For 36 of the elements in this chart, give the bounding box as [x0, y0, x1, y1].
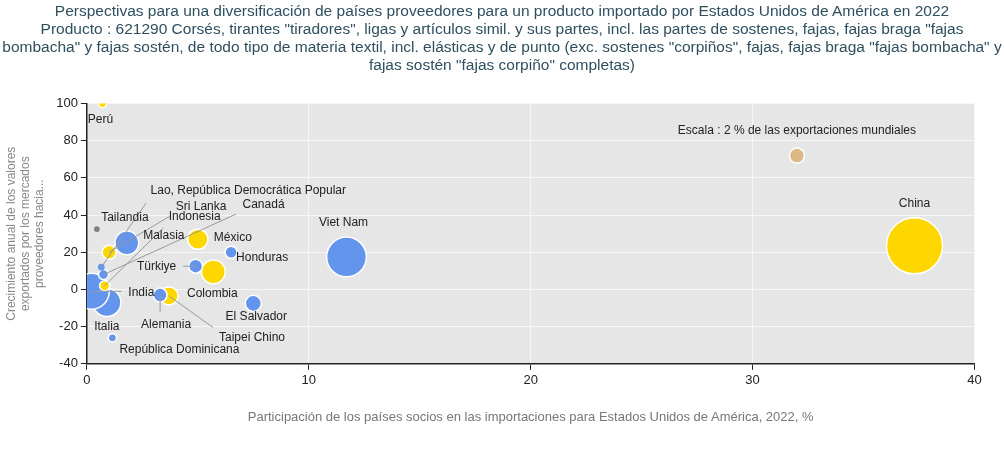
- x-tick-label: 40: [967, 372, 982, 388]
- series-label: Türkiye: [136, 258, 177, 273]
- y-tick-label: -20: [59, 318, 78, 334]
- series-label: El Salvador: [225, 308, 287, 323]
- text: Taipei Chino: [218, 330, 286, 345]
- y-tick-label: 40: [63, 206, 78, 222]
- series-label: Italia: [94, 318, 120, 333]
- chart-subtitle: Producto : 621290 Corsés, tirantes "tiradores", ligas y artículos simil. y sus partes, incl. las partes de sostenes, fajas, fajas braga "fajas bombacha" y fajas sostén, de todo tipo de materia textil, incl. elásticas y de punto (exc. sostenes "corpiños", fajas, fajas braga "fajas bombacha" y fajas sostén "fajas corpiño" completas): [2, 20, 1002, 74]
- series-label: India: [128, 284, 155, 299]
- x-axis-title: Participación de los países socios en las importaciones para Estados Unidos de América, 2022, %: [247, 408, 814, 424]
- y-axis-title: Crecimiento anual de los valores exportados por los mercados proveedores hacia...: [3, 146, 47, 321]
- y-tick-label: 80: [63, 132, 78, 148]
- text: Indonesia: [168, 209, 221, 224]
- text: Canadá: [242, 196, 285, 211]
- y-tick-label: -40: [59, 355, 78, 371]
- series-label: República Dominicana: [119, 342, 240, 357]
- y-tick-label: 60: [63, 169, 78, 185]
- x-tick-label: 10: [301, 372, 317, 388]
- series-label: Colombia: [187, 286, 239, 301]
- legend-label: Escala : 2 % de las exportaciones mundiales: [677, 122, 916, 137]
- x-tick-label: 0: [83, 372, 91, 388]
- series-label: China: [898, 196, 931, 211]
- series-label: Malasia: [143, 228, 185, 243]
- x-tick-label: 30: [745, 372, 760, 388]
- series-label: Tailandia: [101, 210, 149, 225]
- series-label: Alemania: [141, 317, 192, 332]
- series-label: Perú: [87, 111, 114, 126]
- series-label: Honduras: [236, 249, 289, 264]
- series-label: Viet Nam: [318, 215, 369, 230]
- x-tick-label: 20: [523, 372, 538, 388]
- series-label: México: [213, 229, 253, 244]
- y-tick-label: 0: [70, 281, 78, 297]
- chart-title: Perspectivas para una diversificación de países proveedores para un producto importado por Estados Unidos de América en 2022: [53, 1, 951, 20]
- y-tick-label: 20: [63, 243, 78, 259]
- y-tick-label: 100: [56, 95, 78, 111]
- text: Lao, República Democrática Popular: [150, 183, 347, 198]
